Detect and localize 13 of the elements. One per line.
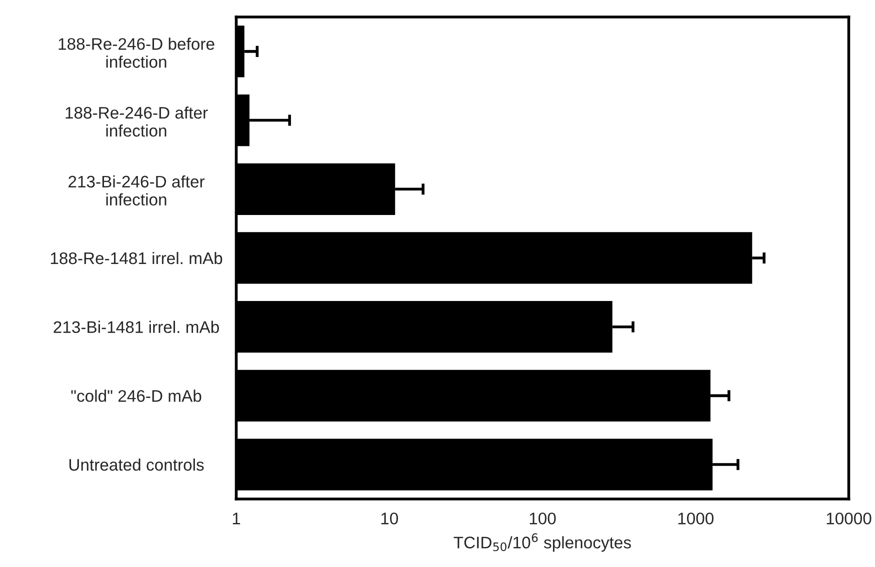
y-tick-label: 213-Bi-246-D after infection [68, 175, 205, 206]
y-tick-label: 213-Bi-1481 irrel. mAb [54, 320, 219, 334]
x-tick-label: 1000 [678, 512, 714, 524]
x-tick-label: 1 [232, 512, 240, 524]
x-axis-title: TCID$_{50}$/10$^{6}$ splenocytes [454, 533, 631, 552]
x-tick-label: 100 [530, 512, 556, 524]
y-tick-label: 188-Re-246-D after infection [66, 106, 208, 137]
y-tick-label: Untreated controls [69, 458, 204, 471]
x-tick-label: 10000 [826, 512, 872, 524]
y-tick-label: 188-Re-1481 irrel. mAb [50, 252, 222, 264]
x-tick-label: 10 [381, 512, 398, 524]
y-tick-label: "cold" 246-D mAb [71, 390, 202, 402]
y-tick-label: 188-Re-246-D before infection [58, 38, 214, 68]
